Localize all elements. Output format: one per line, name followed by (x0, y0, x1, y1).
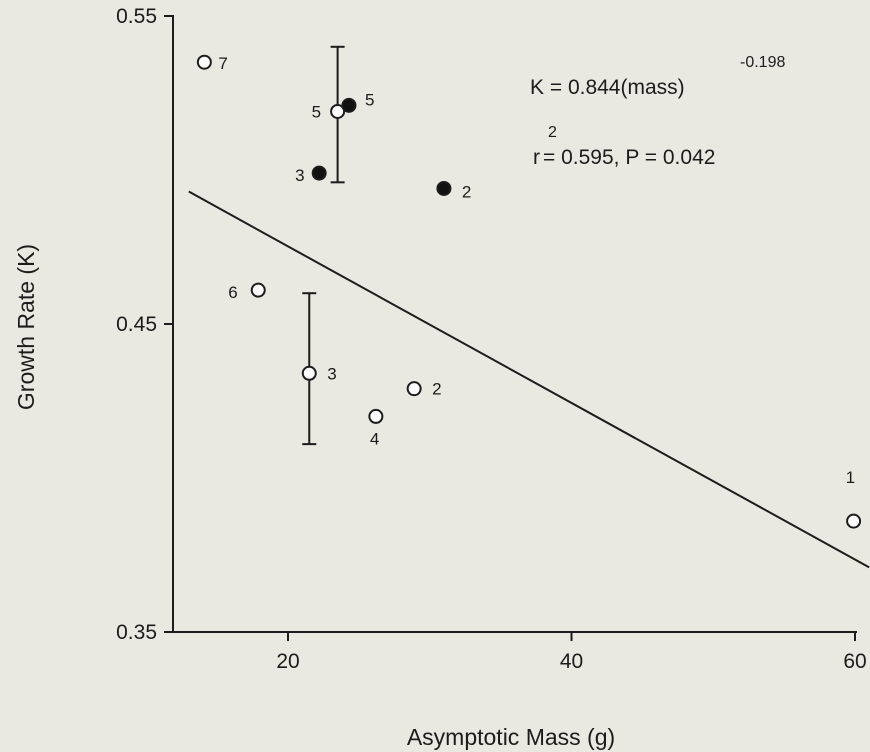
x-tick-label: 40 (560, 650, 583, 673)
r-squared-symbol: r (533, 146, 540, 169)
point-label: 4 (370, 429, 379, 448)
open-data-point (196, 54, 212, 70)
point-label: 2 (462, 182, 471, 201)
ticks: 0.35 0.45 0.55 20 40 60 (116, 5, 867, 673)
filled-data-point (341, 97, 357, 113)
point-label: 3 (327, 364, 336, 383)
regression-line (188, 190, 870, 569)
x-axis-title: Asymptotic Mass (g) (407, 724, 615, 750)
point-label: 1 (846, 468, 855, 487)
regression-equation: K = 0.844(mass) (530, 76, 685, 99)
open-data-point (368, 408, 384, 424)
filled-data-point (311, 165, 327, 181)
point-label: 2 (432, 380, 441, 399)
y-axis-title: Growth Rate (K) (13, 244, 39, 410)
point-label: 5 (312, 102, 321, 121)
open-data-point (846, 513, 862, 529)
y-tick-label: 0.55 (116, 5, 157, 28)
open-data-point (330, 103, 346, 119)
point-label: 6 (228, 283, 237, 302)
y-tick-label: 0.45 (116, 313, 157, 336)
x-tick-label: 60 (843, 650, 866, 673)
point-label: 5 (365, 90, 374, 109)
y-tick-label: 0.35 (116, 621, 157, 644)
axes (172, 15, 857, 633)
point-labels: 1 2 3 4 5 6 7 2 3 5 (218, 54, 855, 487)
fit-statistics: = 0.595, P = 0.042 (543, 146, 715, 169)
regression-exponent: -0.198 (740, 54, 785, 71)
r-squared-power: 2 (548, 124, 557, 141)
open-data-point (301, 365, 317, 381)
open-data-point (250, 282, 266, 298)
x-tick-label: 20 (276, 650, 299, 673)
regression-line-group (188, 190, 870, 569)
point-label: 3 (295, 166, 304, 185)
data-points (196, 54, 862, 529)
filled-data-point (436, 180, 452, 196)
open-data-point (406, 381, 422, 397)
point-label: 7 (218, 54, 227, 73)
